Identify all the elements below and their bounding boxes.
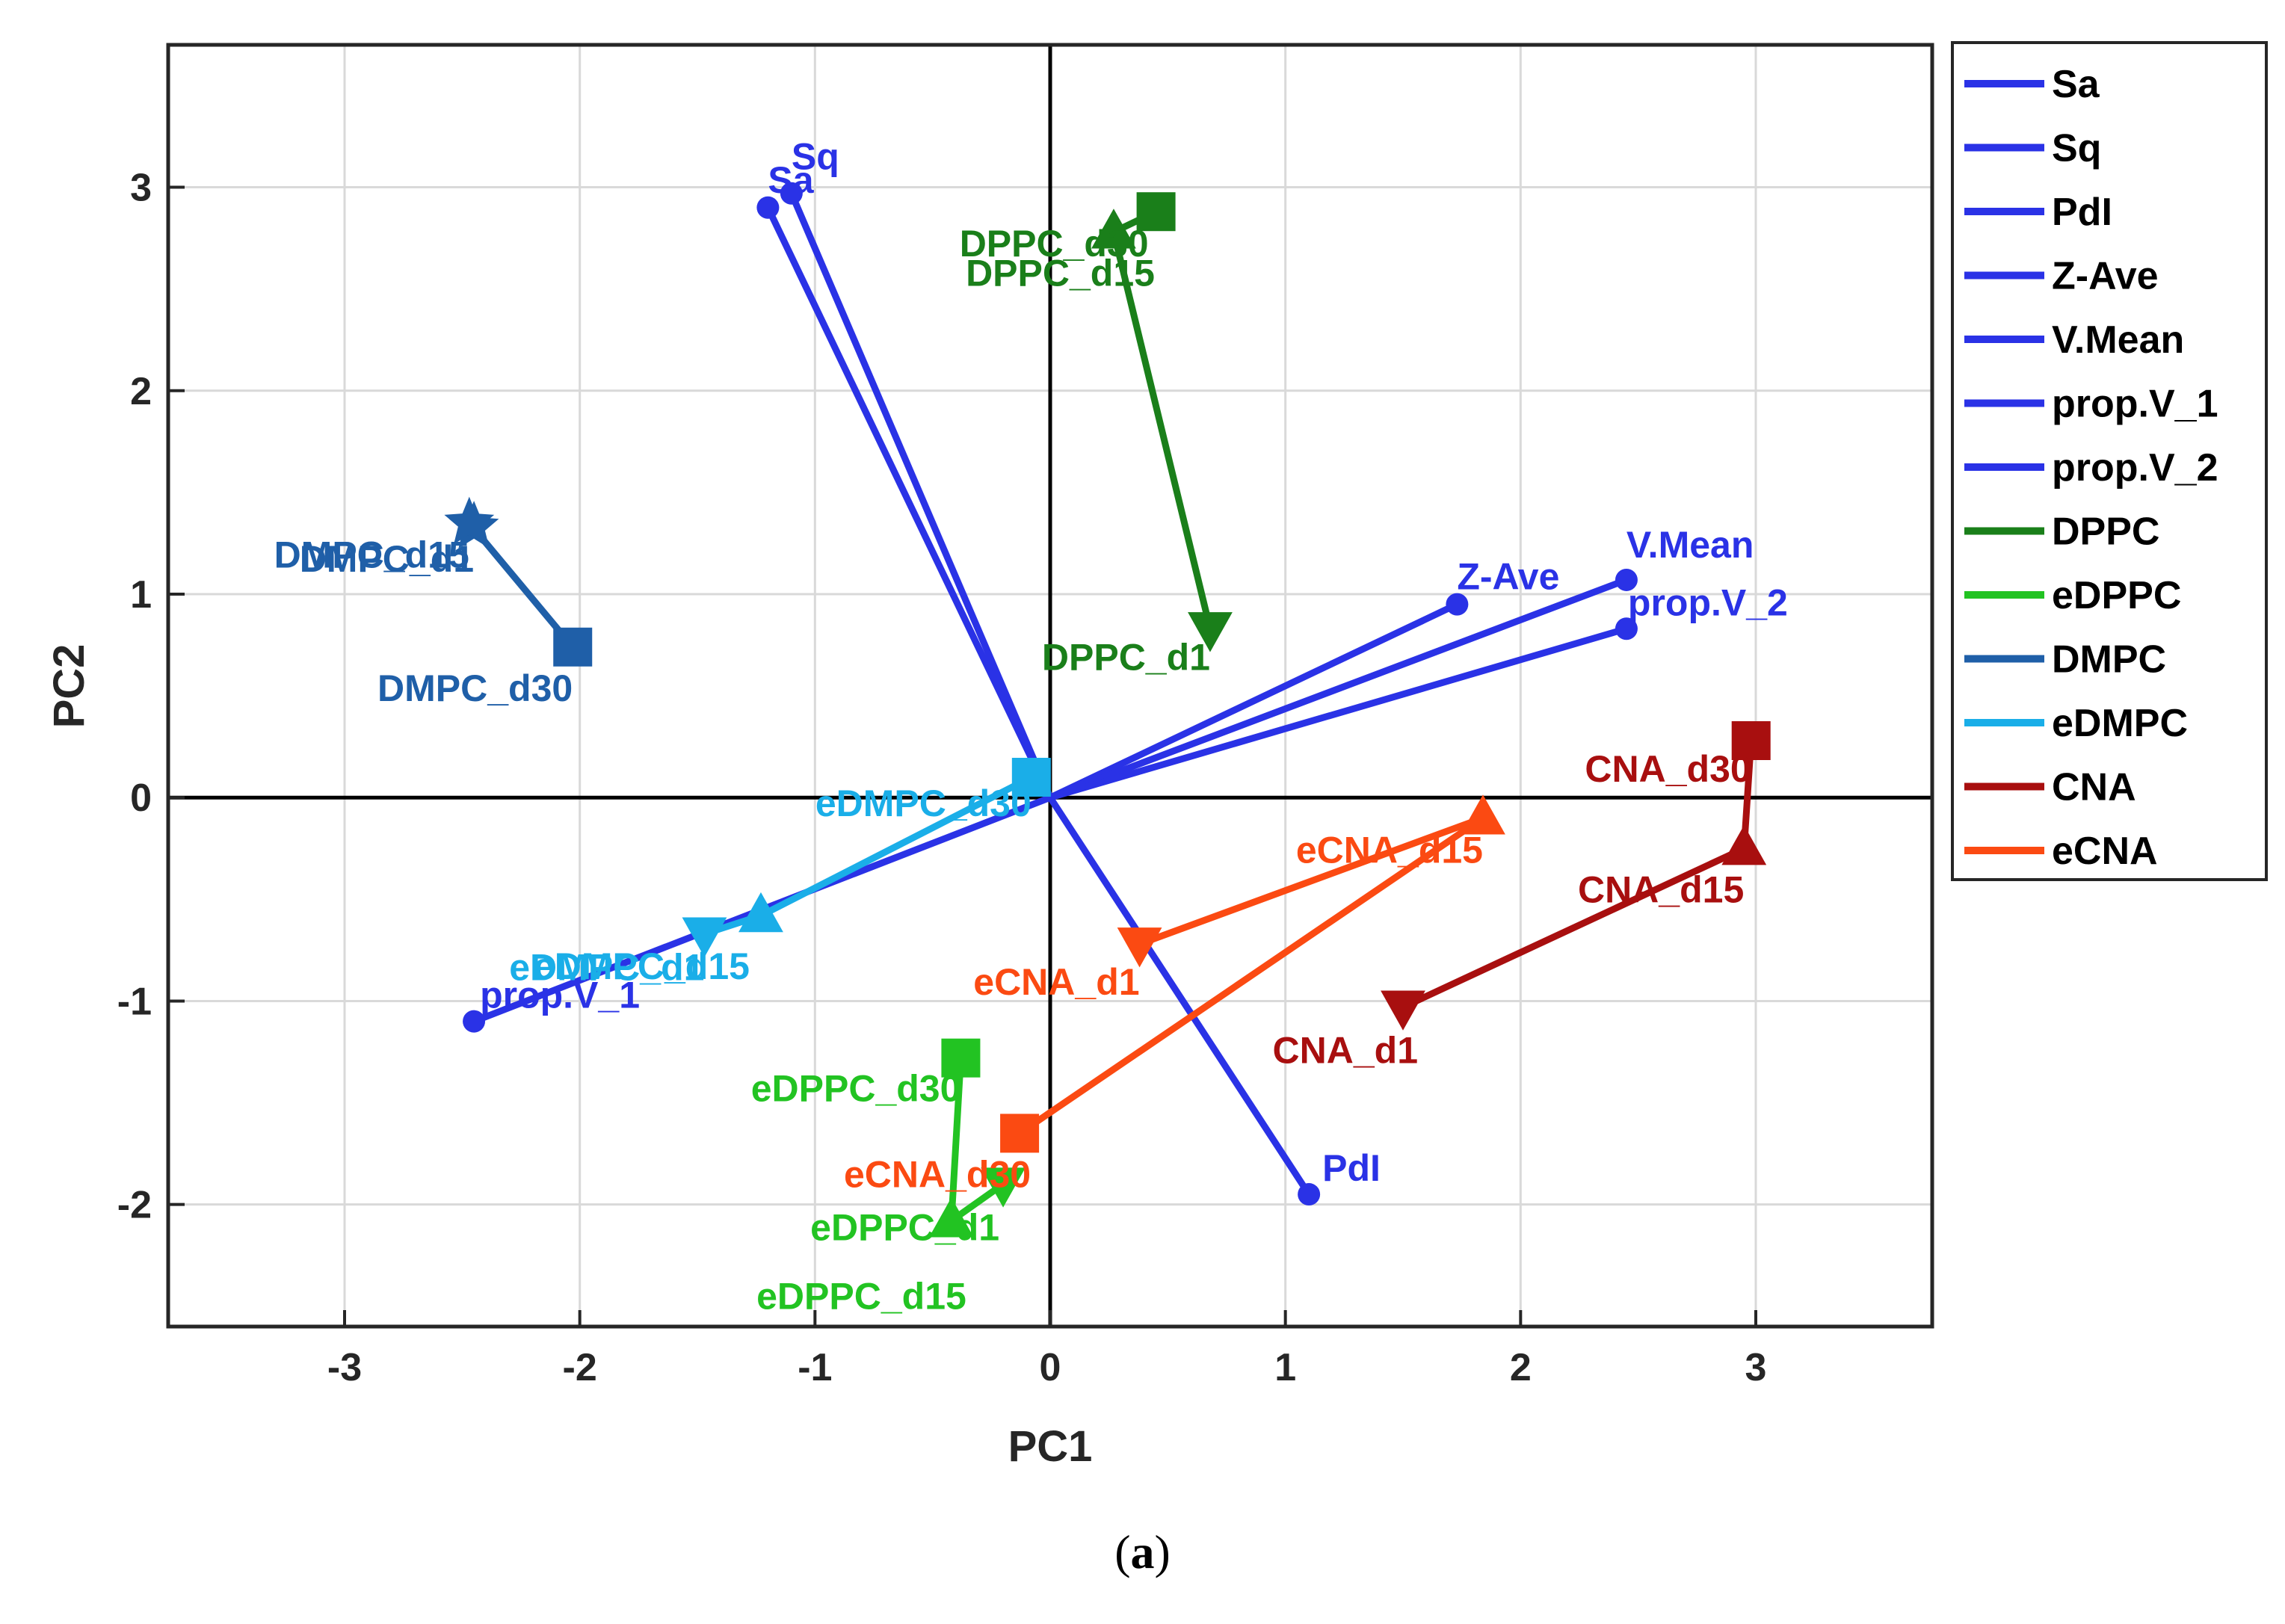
point-label: eDPPC_d15: [756, 1275, 966, 1317]
point-label: eCNA_d1: [973, 961, 1139, 1003]
loading-label: Z-Ave: [1457, 556, 1559, 598]
loading-label: V.Mean: [1626, 524, 1754, 566]
y-tick-label: 0: [130, 777, 152, 820]
series-cna: CNA_d1 CNA_d15 CNA_d30: [1273, 721, 1771, 1072]
point-label: eDMPC_d15: [534, 945, 750, 987]
legend: Sa Sq PdI Z-Ave V.Mean prop.V_1 prop.V_2 DPPC eD…: [1951, 41, 2268, 881]
legend-label: Z-Ave: [2052, 255, 2159, 298]
series-edppc: eDPPC_d1 eDPPC_d15 eDPPC_d30: [751, 1038, 1026, 1317]
loading-vector: [1047, 795, 1312, 1197]
point-label: eCNA_d30: [844, 1153, 1031, 1195]
square-marker: [941, 1038, 981, 1078]
x-tick-label: 0: [1040, 1346, 1061, 1389]
triangle-up-marker: [1091, 209, 1136, 249]
loading-point: [463, 1010, 486, 1033]
point-label: eCNA_d15: [1296, 829, 1483, 871]
square-marker: [1731, 721, 1771, 760]
point-label: DMPC_d15: [274, 534, 469, 576]
legend-box: [1951, 41, 2268, 881]
legend-label: prop.V_1: [2052, 383, 2218, 426]
loading-label: PdI: [1322, 1147, 1381, 1189]
legend-label: eDMPC: [2052, 702, 2188, 745]
triangle-down-marker: [1117, 927, 1162, 968]
point-label: eDPPC_d1: [810, 1206, 999, 1248]
loading-point: [756, 196, 780, 219]
x-axis-label: PC1: [1008, 1422, 1093, 1471]
point-label: CNA_d1: [1273, 1030, 1418, 1072]
point-label: DPPC_d15: [966, 252, 1155, 294]
loading-vector: [765, 206, 1054, 800]
y-tick-label: 3: [130, 167, 152, 210]
legend-label: eDPPC: [2052, 574, 2181, 617]
x-tick-label: -2: [563, 1346, 597, 1389]
point-label: CNA_d15: [1578, 868, 1744, 910]
triangle-up-marker: [928, 1197, 974, 1238]
legend-label: eCNA: [2052, 830, 2158, 873]
y-tick-label: 1: [130, 573, 152, 617]
triangle-up-marker: [738, 892, 783, 933]
loading-point: [1298, 1183, 1321, 1206]
point-label: DMPC_d30: [377, 667, 573, 709]
triangle-down-marker: [682, 917, 727, 957]
legend-label: CNA: [2052, 766, 2136, 809]
tick-labels: -3 -2 -1 0 1 2 3 -2 -1 0 1 2 3: [117, 167, 1767, 1389]
square-marker: [1011, 758, 1051, 797]
caption-letter: a: [1130, 1525, 1155, 1578]
legend-label: Sq: [2052, 127, 2101, 170]
y-tick-label: -1: [117, 980, 152, 1023]
point-label: DPPC_d1: [1042, 636, 1210, 678]
loading-vector: [1049, 625, 1628, 801]
caption-open: (: [1114, 1525, 1131, 1578]
triangle-down-marker: [1381, 990, 1425, 1031]
y-axis-label: PC2: [45, 644, 93, 729]
legend-label: DMPC: [2052, 638, 2166, 682]
triangle-up-marker: [1461, 794, 1505, 835]
loading-point: [780, 182, 803, 205]
triangle-down-marker: [1188, 612, 1233, 652]
point-label: eDMPC_d1: [509, 947, 704, 989]
triangle-up-marker: [1721, 825, 1767, 865]
square-marker: [553, 627, 593, 667]
series-ecna: eCNA_d1 eCNA_d15 eCNA_d30: [844, 794, 1505, 1195]
triangle-down-marker: [981, 1167, 1026, 1208]
legend-label: DPPC: [2052, 510, 2159, 554]
loading-label: prop.V_1: [480, 975, 640, 1016]
loading-label: prop.V_2: [1628, 581, 1788, 623]
legend-label: prop.V_2: [2052, 446, 2218, 490]
point-label: eDMPC_d30: [815, 782, 1032, 824]
loading-vector: [1049, 576, 1628, 801]
x-tick-label: 2: [1510, 1346, 1532, 1389]
point-label: eDPPC_d30: [751, 1068, 961, 1110]
y-tick-label: 2: [130, 370, 152, 413]
legend-label: V.Mean: [2052, 318, 2184, 362]
x-tick-label: 1: [1274, 1346, 1296, 1389]
loading-vector: [1049, 601, 1459, 801]
point-label: CNA_d30: [1585, 748, 1751, 790]
loading-label: Sq: [792, 136, 839, 178]
loading-point: [1615, 568, 1638, 591]
x-tick-label: -3: [327, 1346, 362, 1389]
loading-point: [1615, 617, 1638, 640]
point-label: DMPC_d1: [300, 538, 474, 580]
point-label: DPPC_d30: [960, 223, 1149, 265]
figure-caption: (a): [0, 1525, 2285, 1580]
y-tick-label: -2: [117, 1184, 152, 1227]
legend-label: PdI: [2052, 191, 2112, 234]
square-marker: [1136, 192, 1176, 232]
caption-close: ): [1154, 1525, 1171, 1578]
loading-vector: [788, 191, 1054, 799]
star-marker: [444, 496, 495, 545]
x-tick-label: -1: [798, 1346, 832, 1389]
loading-point: [1446, 593, 1469, 616]
square-marker: [1000, 1114, 1040, 1153]
legend-label: Sa: [2052, 63, 2100, 106]
x-tick-label: 3: [1745, 1346, 1767, 1389]
